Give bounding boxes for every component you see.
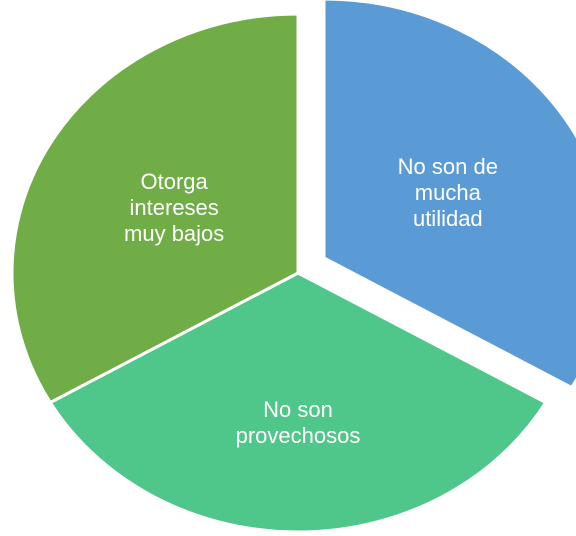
slice-label: Otorga intereses muy bajos (124, 169, 225, 247)
pie-slice (322, 0, 576, 390)
slice-label: No son de mucha utilidad (397, 154, 498, 232)
slice-label: No son provechosos (235, 396, 361, 448)
pie-slice (48, 271, 548, 534)
pie-slice (10, 12, 300, 405)
